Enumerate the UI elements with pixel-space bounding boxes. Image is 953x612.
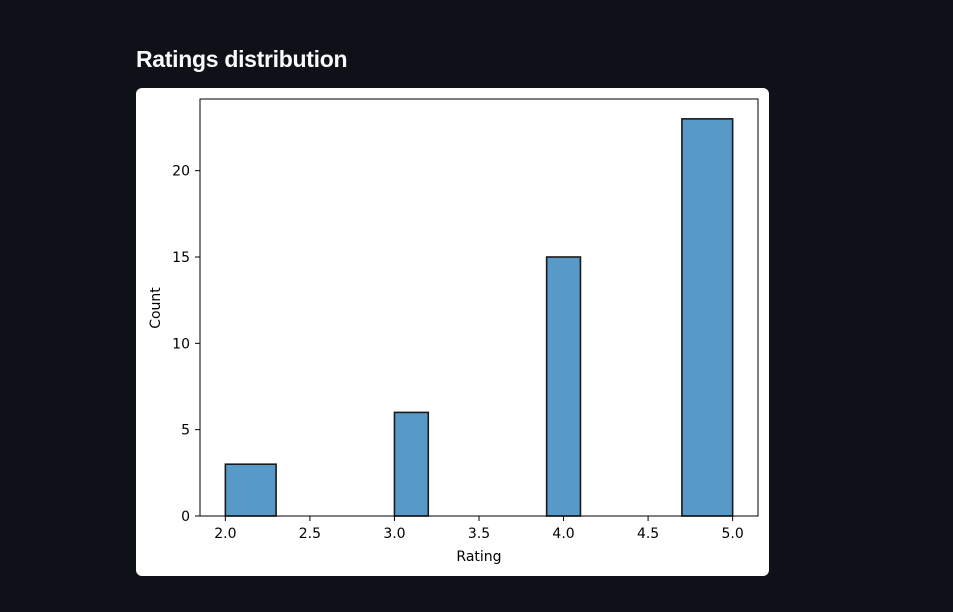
histogram-bar-0 (224, 463, 277, 517)
ratings-histogram: 2.0 2.5 3.0 3.5 4.0 4.5 5.0 0 5 10 15 20 Rating Co… (148, 98, 759, 565)
x-tick-label: 2.0 (214, 526, 236, 542)
x-axis-label: Rating (456, 549, 501, 565)
x-tick-label: 4.5 (637, 526, 659, 542)
y-axis-ticks: 0 5 10 15 20 (172, 164, 200, 525)
x-tick-label: 5.0 (722, 526, 744, 542)
x-axis-ticks: 2.0 2.5 3.0 3.5 4.0 4.5 5.0 (214, 516, 744, 542)
y-tick-label: 0 (181, 509, 190, 525)
chart-card: 2.0 2.5 3.0 3.5 4.0 4.5 5.0 0 5 10 15 20 Rating Co… (136, 88, 769, 576)
histogram-bar-2 (545, 256, 582, 517)
y-tick-label: 5 (181, 423, 190, 439)
histogram-bar-3 (681, 118, 734, 517)
y-axis-label: Count (148, 287, 164, 329)
section-title: Ratings distribution (136, 46, 348, 72)
y-tick-label: 15 (172, 250, 190, 266)
x-tick-label: 3.0 (383, 526, 405, 542)
histogram-bar-1 (393, 411, 430, 517)
y-tick-label: 10 (172, 336, 190, 352)
plot-frame (199, 98, 759, 517)
x-tick-label: 4.0 (552, 526, 574, 542)
y-tick-label: 20 (172, 164, 190, 180)
x-tick-label: 3.5 (468, 526, 490, 542)
bars-layer (224, 118, 734, 517)
x-tick-label: 2.5 (299, 526, 321, 542)
